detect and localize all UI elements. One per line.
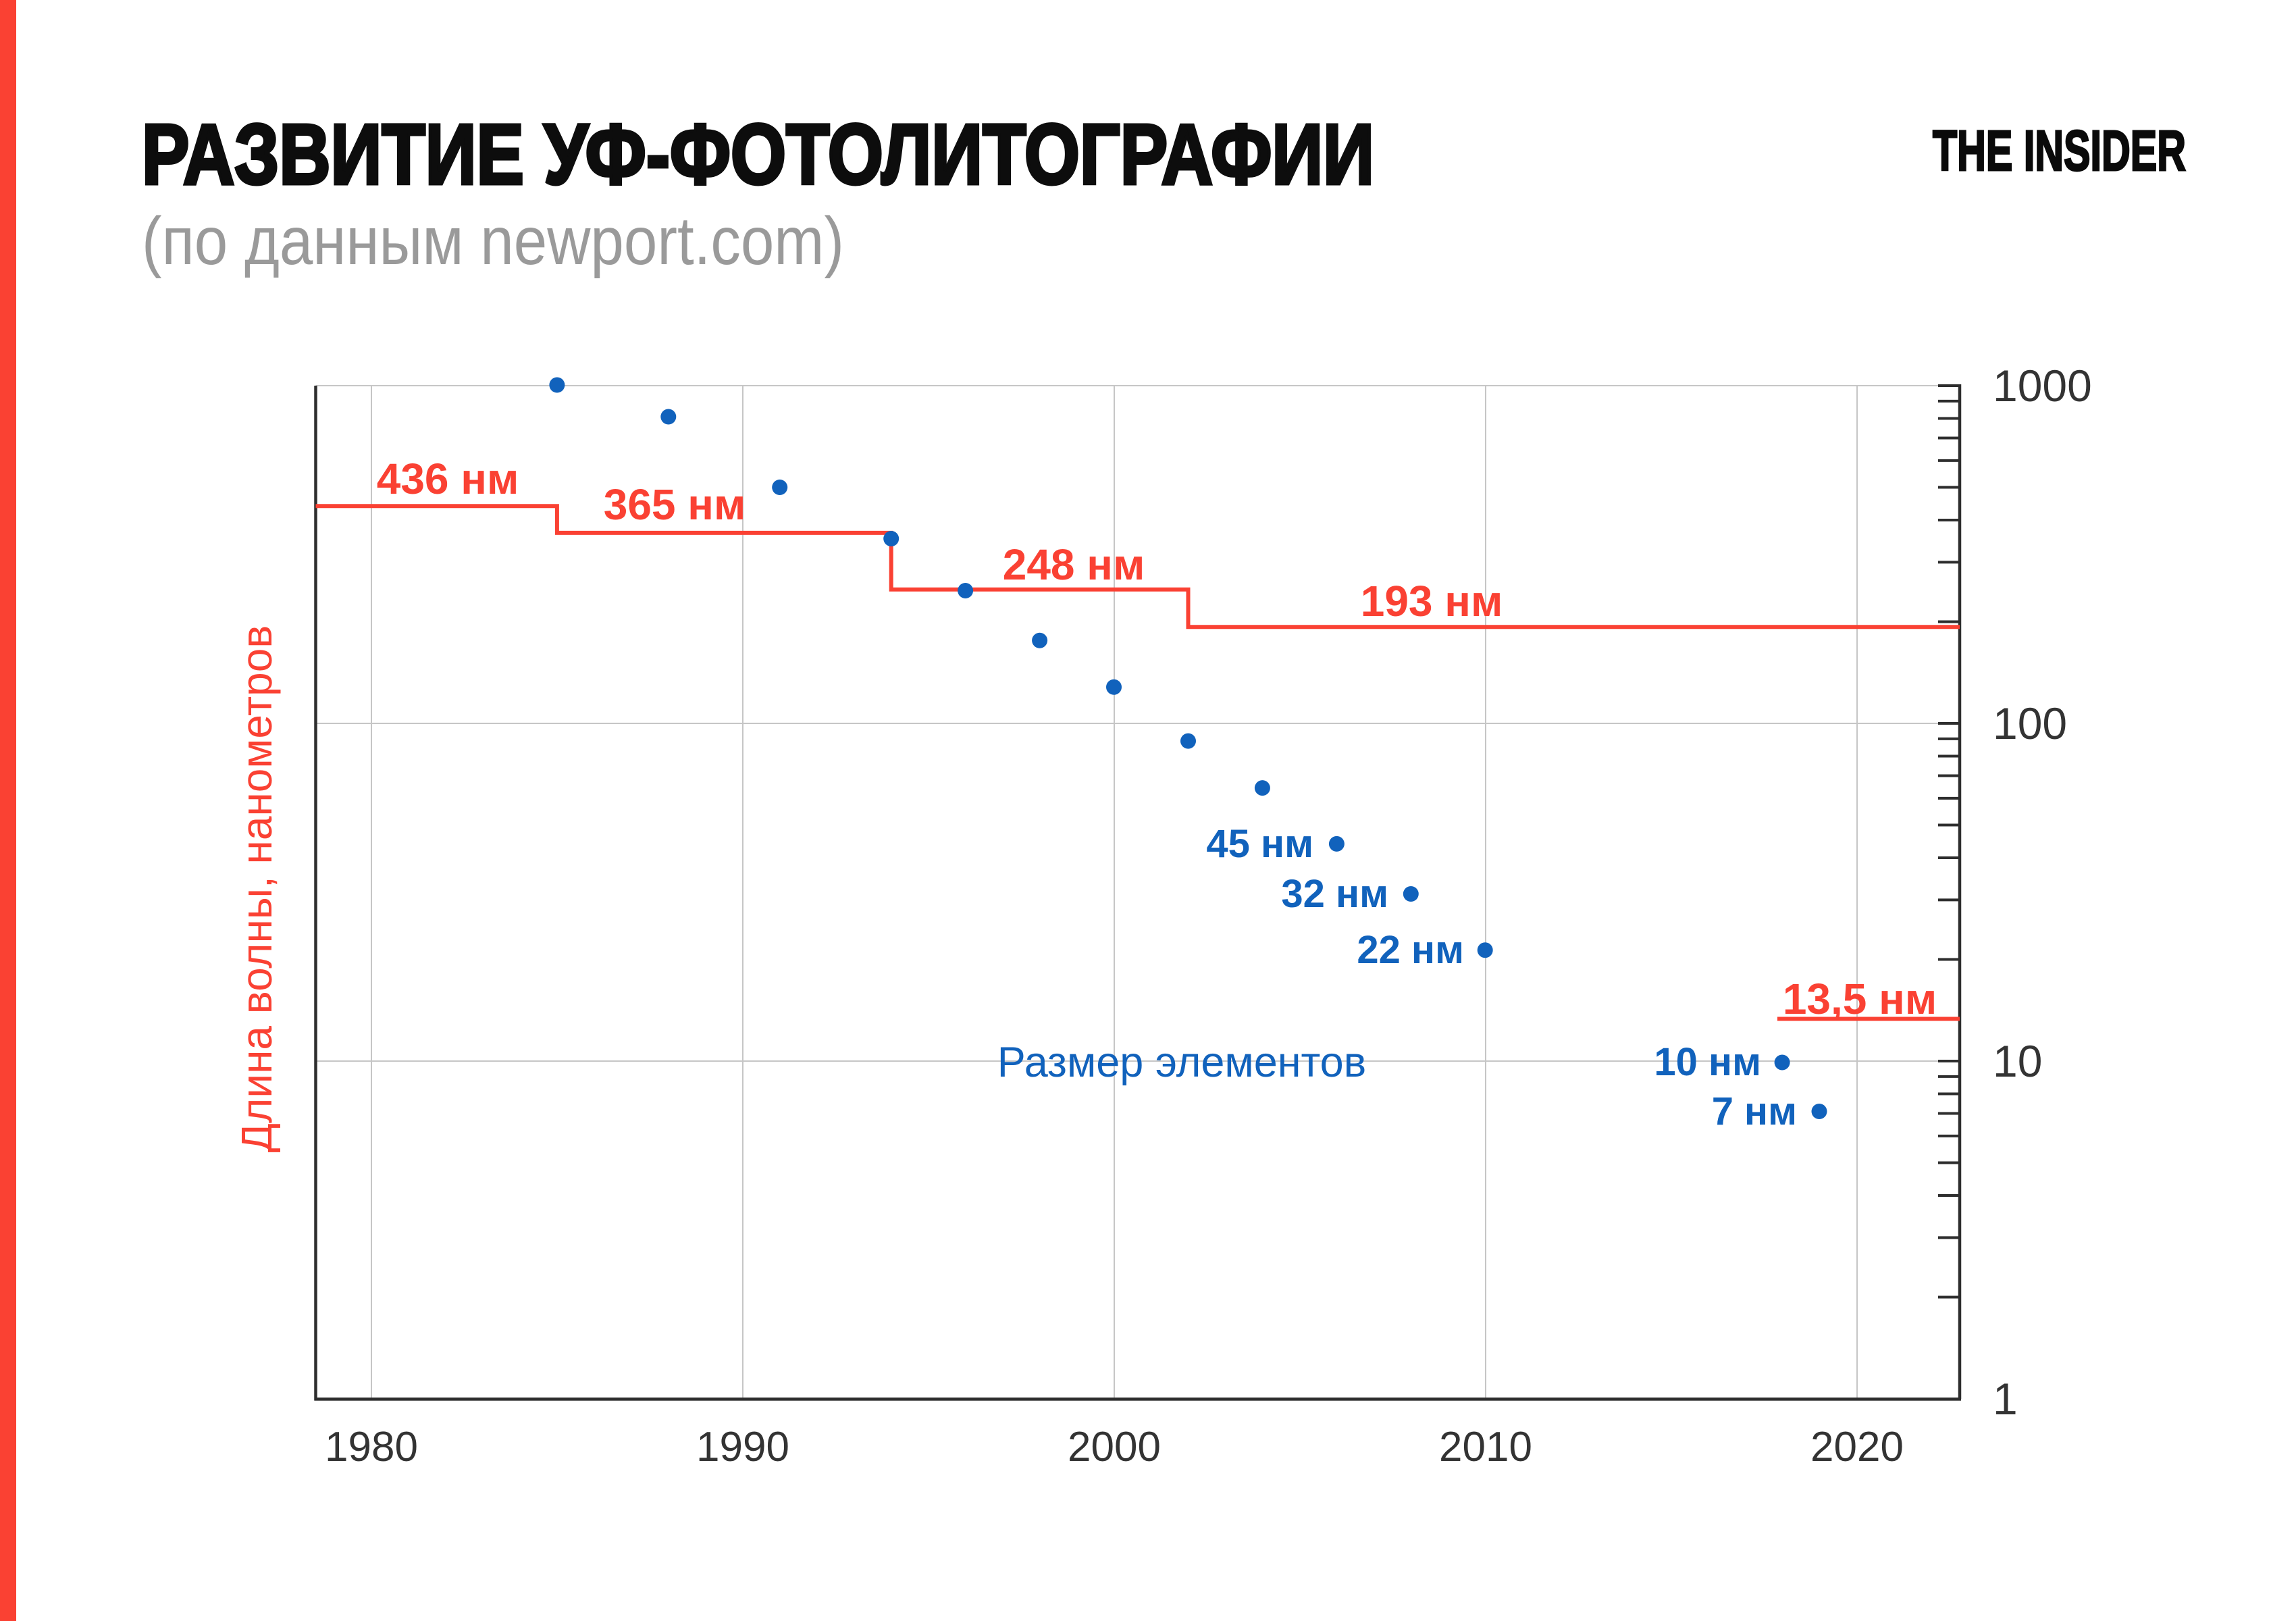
svg-text:1: 1	[1993, 1374, 2018, 1424]
svg-text:1990: 1990	[696, 1424, 789, 1470]
svg-text:7 нм: 7 нм	[1712, 1089, 1797, 1133]
svg-text:10: 10	[1993, 1036, 2042, 1086]
svg-text:32 нм: 32 нм	[1281, 872, 1388, 916]
svg-text:248 нм: 248 нм	[1003, 540, 1145, 589]
svg-text:100: 100	[1993, 698, 2067, 748]
svg-text:1980: 1980	[325, 1424, 418, 1470]
svg-text:365 нм: 365 нм	[604, 480, 746, 529]
svg-text:THE INSIDER: THE INSIDER	[1933, 119, 2186, 182]
svg-text:436 нм: 436 нм	[377, 455, 519, 503]
svg-text:2020: 2020	[1810, 1424, 1904, 1470]
svg-text:45 нм: 45 нм	[1206, 822, 1313, 866]
svg-text:193 нм: 193 нм	[1361, 577, 1503, 625]
svg-text:Длина волны, нанометров: Длина волны, нанометров	[232, 625, 281, 1153]
svg-text:РАЗВИТИЕ УФ-ФОТОЛИТОГРАФИИ: РАЗВИТИЕ УФ-ФОТОЛИТОГРАФИИ	[142, 107, 1374, 202]
svg-text:10 нм: 10 нм	[1654, 1040, 1761, 1084]
svg-text:22 нм: 22 нм	[1357, 928, 1464, 972]
svg-text:Размер элементов: Размер элементов	[997, 1039, 1366, 1086]
svg-text:13,5 нм: 13,5 нм	[1783, 975, 1937, 1023]
svg-text:1000: 1000	[1993, 361, 2092, 411]
svg-text:2000: 2000	[1068, 1424, 1161, 1470]
svg-text:(по данным newport.com): (по данным newport.com)	[142, 203, 844, 279]
svg-text:2010: 2010	[1439, 1424, 1532, 1470]
